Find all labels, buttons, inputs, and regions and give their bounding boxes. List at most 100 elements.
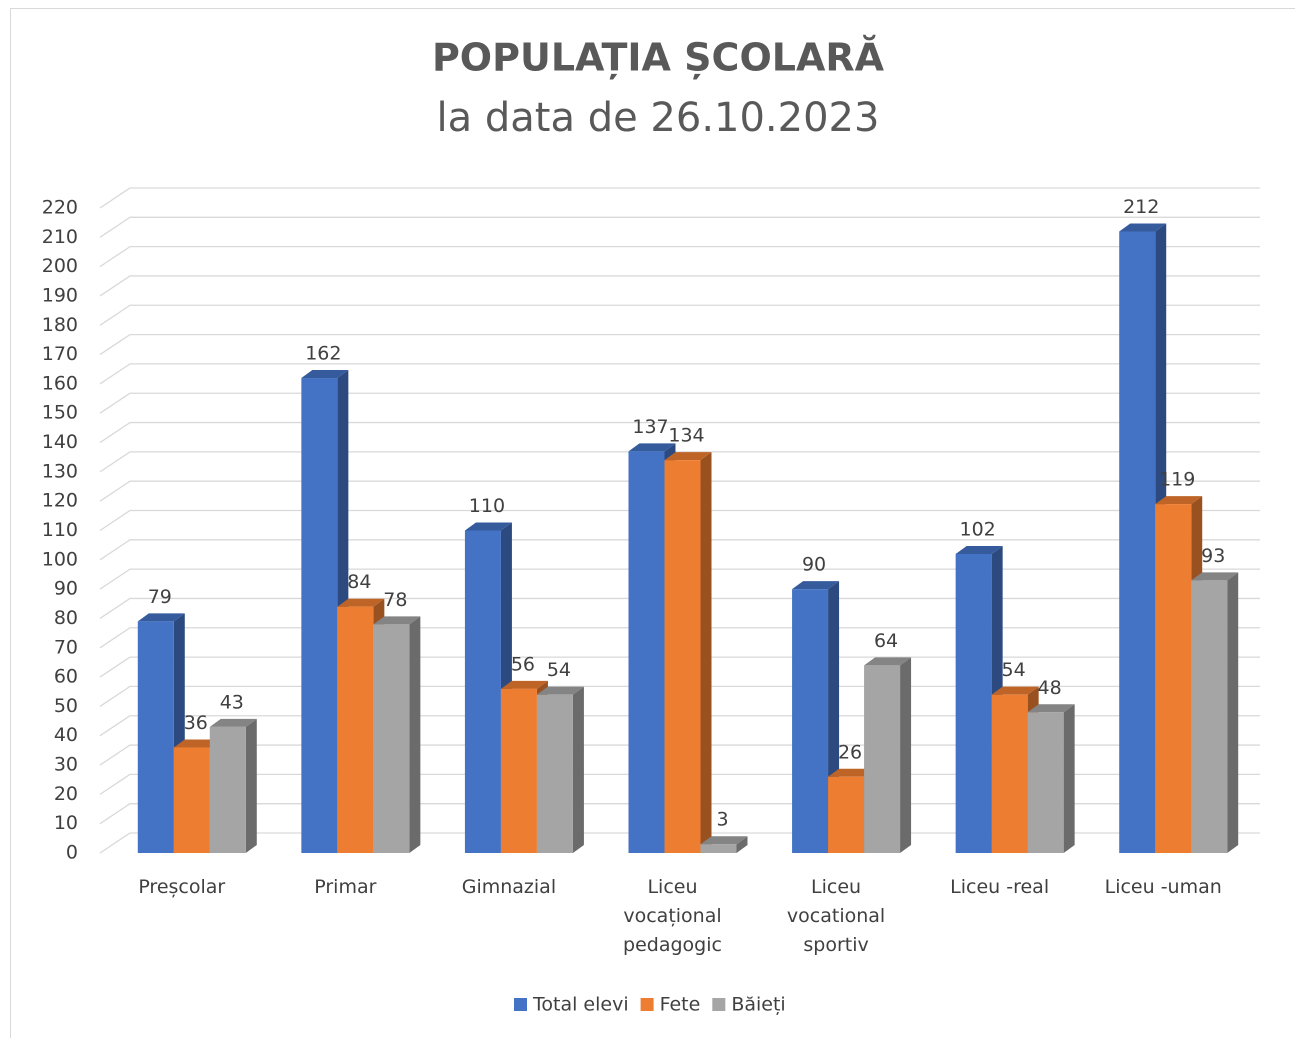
bar-front <box>1119 231 1156 854</box>
y-tick-label: 150 <box>42 402 78 424</box>
y-tick-label: 90 <box>54 578 78 600</box>
bar-front <box>864 665 901 853</box>
y-tick-label: 120 <box>42 490 78 512</box>
y-tick-label: 140 <box>42 431 78 453</box>
data-label: 119 <box>1159 469 1195 491</box>
grid-line <box>99 480 1260 502</box>
bar <box>864 657 912 853</box>
bar-top <box>792 581 840 590</box>
y-tick-label: 20 <box>54 783 78 805</box>
bar <box>536 686 584 853</box>
bar <box>700 836 748 853</box>
data-label: 64 <box>874 630 898 652</box>
bar-top <box>664 452 712 461</box>
x-tick-label: Gimnazial <box>461 876 557 898</box>
y-tick-label: 40 <box>54 724 78 746</box>
legend-swatch <box>640 998 654 1011</box>
bar-front <box>464 530 501 853</box>
data-label: 93 <box>1201 545 1225 567</box>
bar-side <box>1227 572 1239 853</box>
bar-top <box>500 680 548 689</box>
bar-front <box>955 553 992 853</box>
legend-label: Total elevi <box>532 994 629 1016</box>
y-tick-label: 200 <box>42 255 78 277</box>
bar-front <box>700 844 737 853</box>
y-tick-label: 50 <box>54 695 78 717</box>
data-label: 56 <box>511 653 535 675</box>
bar <box>1027 704 1075 853</box>
bar-side <box>736 836 748 853</box>
grid-line <box>99 333 1260 356</box>
data-label: 26 <box>838 741 862 763</box>
legend-label: Fete <box>660 994 701 1016</box>
y-tick-label: 220 <box>42 197 78 219</box>
bar <box>137 613 185 853</box>
data-label: 54 <box>547 659 571 681</box>
bar-front <box>628 451 665 853</box>
y-tick-label: 180 <box>42 314 78 336</box>
y-tick-label: 130 <box>42 460 78 482</box>
chart-border <box>10 8 1295 1038</box>
bar-top <box>173 739 221 748</box>
grid-line <box>99 509 1260 532</box>
grid-line <box>99 656 1260 678</box>
bar-top <box>828 768 876 777</box>
bar-front <box>1027 712 1064 853</box>
bar-top <box>1155 496 1203 505</box>
bar-front <box>792 589 829 853</box>
chart-title: POPULAȚIA ȘCOLARĂ <box>432 36 885 80</box>
bar-top <box>628 443 676 452</box>
bar-front <box>536 694 573 853</box>
bar-front <box>664 460 701 853</box>
bar-side <box>700 452 712 853</box>
bar-top <box>536 686 584 695</box>
y-tick-label: 100 <box>42 548 78 570</box>
data-label: 162 <box>305 343 341 365</box>
bar-front <box>991 694 1028 853</box>
bar-front <box>828 776 865 853</box>
x-tick-label: Liceu vocațional pedagogic <box>623 876 722 956</box>
y-tick-label: 0 <box>66 842 78 864</box>
grid-line <box>99 275 1260 297</box>
y-tick-label: 70 <box>54 636 78 658</box>
grid-line <box>99 392 1260 414</box>
data-label: 110 <box>469 495 505 517</box>
data-label: 48 <box>1038 677 1062 699</box>
bar-top <box>209 718 257 727</box>
bar <box>373 616 421 853</box>
bar-top <box>991 686 1039 695</box>
bar-side <box>900 657 912 853</box>
bar <box>1191 572 1239 853</box>
bar-top <box>137 613 185 622</box>
data-label: 84 <box>347 571 371 593</box>
bar <box>1119 223 1167 854</box>
bar-front <box>209 726 246 853</box>
data-label: 137 <box>632 416 668 438</box>
x-tick-label: Primar <box>314 876 377 898</box>
bar-top <box>1191 572 1239 581</box>
bar-front <box>500 688 537 853</box>
data-label: 90 <box>802 554 826 576</box>
bar-front <box>137 621 174 853</box>
grid-line <box>99 539 1260 561</box>
legend-swatch <box>712 998 726 1011</box>
bar-side <box>572 686 584 853</box>
bar-top <box>301 370 349 379</box>
bar-top <box>337 598 385 607</box>
grid-line <box>99 597 1260 619</box>
x-tick-label: Liceu -real <box>950 876 1050 898</box>
data-label: 36 <box>184 712 208 734</box>
bar-front <box>373 624 410 853</box>
bar-top <box>1119 223 1167 232</box>
grid-line <box>99 421 1260 444</box>
x-tick-label: Preșcolar <box>138 876 226 898</box>
bar-front <box>1191 580 1228 853</box>
data-label: 78 <box>383 589 407 611</box>
bar <box>209 718 257 853</box>
x-tick-label: Liceu -uman <box>1104 876 1222 898</box>
bar-side <box>409 616 421 853</box>
bar-side <box>1063 704 1075 853</box>
y-tick-label: 10 <box>54 812 78 834</box>
